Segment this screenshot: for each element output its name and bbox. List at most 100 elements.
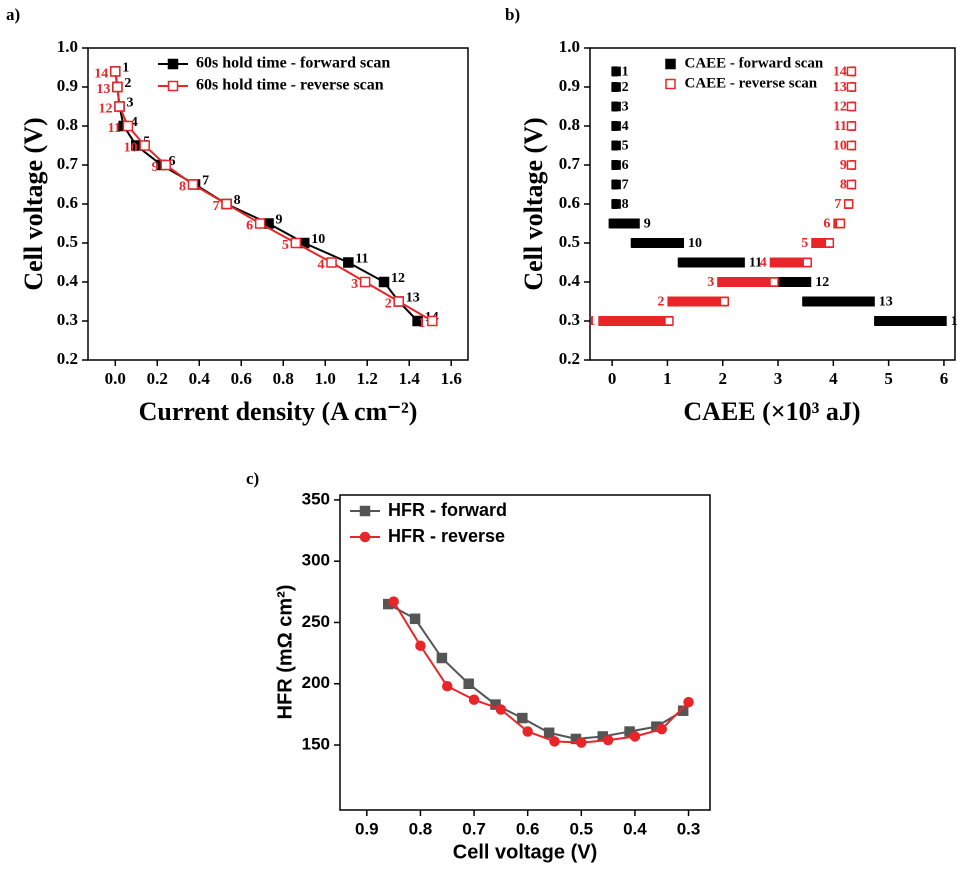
bar <box>678 257 745 268</box>
marker <box>549 736 560 747</box>
y-tick-label: 0.9 <box>559 76 580 95</box>
marker <box>409 613 421 625</box>
marker <box>468 694 480 705</box>
marker <box>664 316 674 326</box>
bar-label: 8 <box>840 178 847 193</box>
bar-label: 8 <box>622 197 629 212</box>
bar-label: 5 <box>801 236 808 251</box>
marker <box>611 199 621 209</box>
marker <box>843 199 854 209</box>
marker <box>122 120 134 132</box>
y-tick-label: 350 <box>302 489 330 508</box>
point-label: 2 <box>385 297 392 312</box>
x-tick-label: 1.2 <box>357 369 378 388</box>
point-label: 7 <box>213 199 220 214</box>
marker <box>393 296 404 307</box>
x-tick-label: 0.0 <box>105 369 126 388</box>
y-tick-label: 0.7 <box>57 154 79 173</box>
marker <box>629 731 641 742</box>
bar-label: 11 <box>834 119 847 134</box>
marker <box>665 78 676 90</box>
bar-label: 4 <box>622 119 629 134</box>
series-line <box>114 71 419 322</box>
point-label: 10 <box>311 232 325 247</box>
legend-label: CAEE - reverse scan <box>685 75 818 91</box>
plot-frame <box>339 494 711 811</box>
point-label: 10 <box>124 141 138 156</box>
x-tick-label: 0.8 <box>273 369 294 388</box>
marker <box>522 726 533 737</box>
y-tick-label: 0.2 <box>57 349 78 368</box>
marker <box>611 66 621 77</box>
y-tick-label: 1.0 <box>57 37 78 56</box>
y-tick-label: 300 <box>302 551 330 570</box>
chart-panel: b)0 1 2 3 4 5 60.20.30.40.50.60.70.80.91.0CAEE… <box>505 5 958 426</box>
marker <box>359 276 371 288</box>
marker <box>415 640 426 652</box>
point-label: 11 <box>355 252 368 267</box>
marker <box>824 238 835 248</box>
panel-label: a) <box>6 5 20 24</box>
point-label: 12 <box>98 102 112 117</box>
marker <box>846 82 857 92</box>
marker <box>359 531 371 543</box>
y-tick-label: 0.3 <box>57 310 78 329</box>
x-axis-label: Current density (A cm⁻²) <box>139 397 418 426</box>
marker <box>611 160 621 170</box>
y-tick-label: 0.9 <box>57 76 78 95</box>
legend-label: 60s hold time - forward scan <box>196 55 390 72</box>
bar-label: 3 <box>622 100 629 115</box>
marker <box>254 218 266 229</box>
x-tick-label: 6 <box>940 369 949 388</box>
bar <box>598 316 673 326</box>
x-tick-label: 0.8 <box>409 819 433 838</box>
point-label: 8 <box>179 180 186 195</box>
marker <box>221 198 232 210</box>
marker <box>139 140 150 151</box>
marker <box>683 696 694 708</box>
bar-label: 1 <box>588 314 595 329</box>
x-tick-label: 3 <box>774 369 783 388</box>
marker <box>112 81 123 93</box>
x-tick-label: 0.9 <box>355 819 379 838</box>
y-tick-label: 0.5 <box>559 232 580 251</box>
bar <box>811 238 834 248</box>
marker <box>543 727 555 739</box>
bar-label: 9 <box>644 217 651 232</box>
marker <box>846 66 857 77</box>
point-label: 6 <box>168 154 175 169</box>
y-tick-label: 0.4 <box>559 271 581 290</box>
marker <box>611 101 621 112</box>
bar-label: 1 <box>951 314 958 329</box>
marker <box>846 160 857 170</box>
bar-label: 10 <box>688 236 702 251</box>
marker <box>769 277 779 287</box>
y-tick-label: 0.2 <box>559 349 580 368</box>
series-line <box>392 601 690 744</box>
marker <box>802 296 812 307</box>
bar-label: 7 <box>622 178 629 193</box>
marker <box>436 652 448 664</box>
y-tick-label: 0.4 <box>57 271 79 290</box>
point-label: 11 <box>108 121 121 136</box>
bar-label: 5 <box>622 139 629 154</box>
marker <box>517 712 528 724</box>
marker <box>665 58 676 70</box>
bar <box>750 277 812 287</box>
x-tick-label: 4 <box>829 369 838 388</box>
bar-label: 2 <box>622 80 629 95</box>
marker <box>326 257 337 268</box>
marker <box>611 140 621 151</box>
marker <box>114 101 125 112</box>
marker <box>656 723 667 735</box>
point-label: 9 <box>276 213 283 228</box>
marker <box>160 159 171 171</box>
bar-label: 13 <box>833 80 847 95</box>
bar-label: 9 <box>840 158 847 173</box>
bar-label: 7 <box>834 197 841 212</box>
y-tick-label: 250 <box>302 612 330 631</box>
y-tick-label: 0.5 <box>57 232 78 251</box>
point-label: 3 <box>126 96 133 111</box>
point-label: 13 <box>406 291 420 306</box>
marker <box>110 66 121 77</box>
